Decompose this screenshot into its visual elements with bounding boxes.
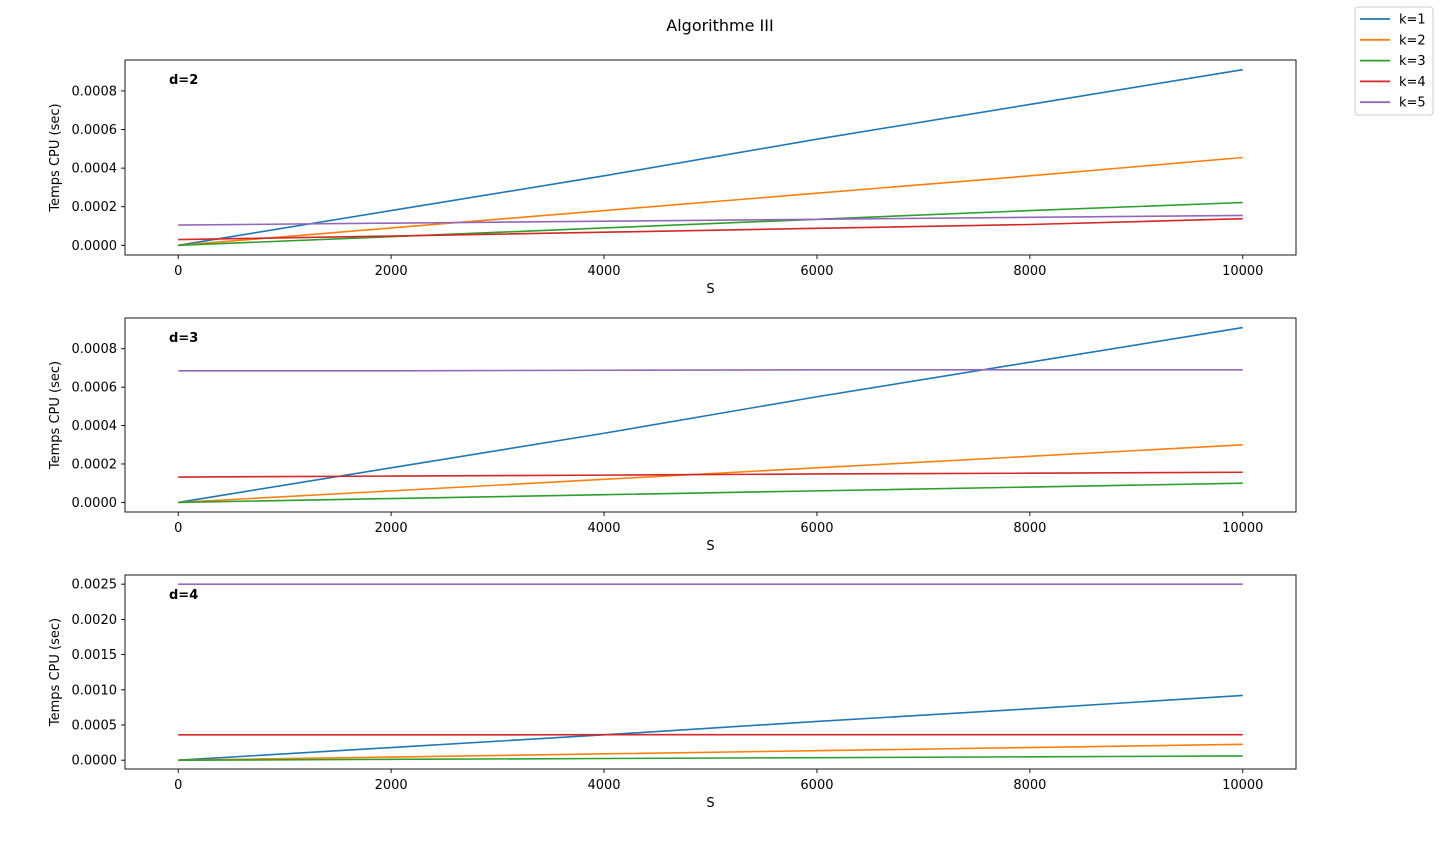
panel-d3-xtick-label: 8000: [1013, 521, 1046, 536]
panel-d2-xtick-label: 2000: [375, 264, 408, 279]
panel-d3-ytick-label: 0.0004: [72, 419, 118, 434]
panel-d3-xlabel: S: [706, 539, 714, 554]
panel-d3-ytick-label: 0.0002: [72, 457, 118, 472]
panel-d2-ytick-label: 0.0006: [72, 123, 118, 138]
panel-d3-xtick-label: 6000: [800, 521, 833, 536]
panel-d2-ytick-label: 0.0002: [72, 200, 118, 215]
legend-label-k5: k=5: [1399, 96, 1426, 111]
panel-d3-series-k3: [178, 483, 1243, 502]
panel-d2-series-k1: [178, 70, 1243, 246]
subplots: 0 2000 4000 6000 8000 10000 0.0000 0.0002 0.0004…: [48, 60, 1296, 811]
panel-d4-xtick-label: 8000: [1013, 778, 1046, 793]
legend-label-k3: k=3: [1399, 54, 1426, 69]
figure-title: Algorithme III: [666, 16, 773, 35]
panel-d3-xtick-label: 0: [174, 521, 182, 536]
panel-d3-ytick-label: 0.0006: [72, 381, 118, 396]
panel-d3-ytick-label: 0.0000: [72, 496, 118, 511]
panel-d2-ytick-label: 0.0004: [72, 162, 118, 177]
panel-d3-series-k5: [178, 370, 1243, 371]
panel-d4-frame: [125, 575, 1296, 769]
panel-d3-xtick-label: 2000: [375, 521, 408, 536]
panel-d2-label: d=2: [169, 73, 198, 88]
panel-d3-xtick-label: 10000: [1222, 521, 1263, 536]
panel-d4-series-k1: [178, 695, 1243, 760]
panel-d2-xtick-label: 8000: [1013, 264, 1046, 279]
panel-d2-ylabel: Temps CPU (sec): [48, 103, 63, 212]
panel-d2-xlabel: S: [706, 282, 714, 297]
panel-d4: 0 2000 4000 6000 8000 10000 0.0000 0.0005 0.0010…: [48, 575, 1296, 811]
panel-d4-xtick-label: 6000: [800, 778, 833, 793]
panel-d4-xtick-label: 2000: [375, 778, 408, 793]
panel-d4-ylabel: Temps CPU (sec): [48, 618, 63, 727]
panel-d2-ytick-label: 0.0000: [72, 239, 118, 254]
panel-d3-label: d=3: [169, 331, 198, 346]
panel-d3-ytick-label: 0.0008: [72, 342, 118, 357]
panel-d3: 0 2000 4000 6000 8000 10000 0.0000 0.0002 0.0004…: [48, 318, 1296, 554]
panel-d4-xtick-label: 10000: [1222, 778, 1263, 793]
panel-d4-ytick-label: 0.0025: [72, 578, 118, 593]
panel-d4-ytick-label: 0.0005: [72, 718, 118, 733]
legend-label-k2: k=2: [1399, 33, 1426, 48]
panel-d4-xtick-label: 4000: [587, 778, 620, 793]
panel-d2-xtick-label: 0: [174, 264, 182, 279]
panel-d4-ytick-label: 0.0000: [72, 754, 118, 769]
panel-d4-ytick-label: 0.0015: [72, 648, 118, 663]
panel-d3-ylabel: Temps CPU (sec): [48, 361, 63, 470]
panel-d4-xlabel: S: [706, 796, 714, 811]
panel-d4-label: d=4: [169, 588, 198, 603]
panel-d4-xtick-label: 0: [174, 778, 182, 793]
panel-d2-xtick-label: 10000: [1222, 264, 1263, 279]
panel-d2-series-k4: [178, 219, 1243, 240]
panel-d2-ytick-label: 0.0008: [72, 84, 118, 99]
panel-d2-xtick-label: 6000: [800, 264, 833, 279]
panel-d2-series-k2: [178, 158, 1243, 246]
panel-d4-ytick-label: 0.0020: [72, 613, 118, 628]
panel-d2-xtick-label: 4000: [587, 264, 620, 279]
legend: k=1 k=2 k=3 k=4 k=5: [1355, 7, 1433, 115]
legend-label-k4: k=4: [1399, 75, 1426, 90]
legend-label-k1: k=1: [1399, 13, 1426, 28]
panel-d3-xtick-label: 4000: [587, 521, 620, 536]
panel-d2: 0 2000 4000 6000 8000 10000 0.0000 0.0002 0.0004…: [48, 60, 1296, 297]
panel-d4-ytick-label: 0.0010: [72, 683, 118, 698]
